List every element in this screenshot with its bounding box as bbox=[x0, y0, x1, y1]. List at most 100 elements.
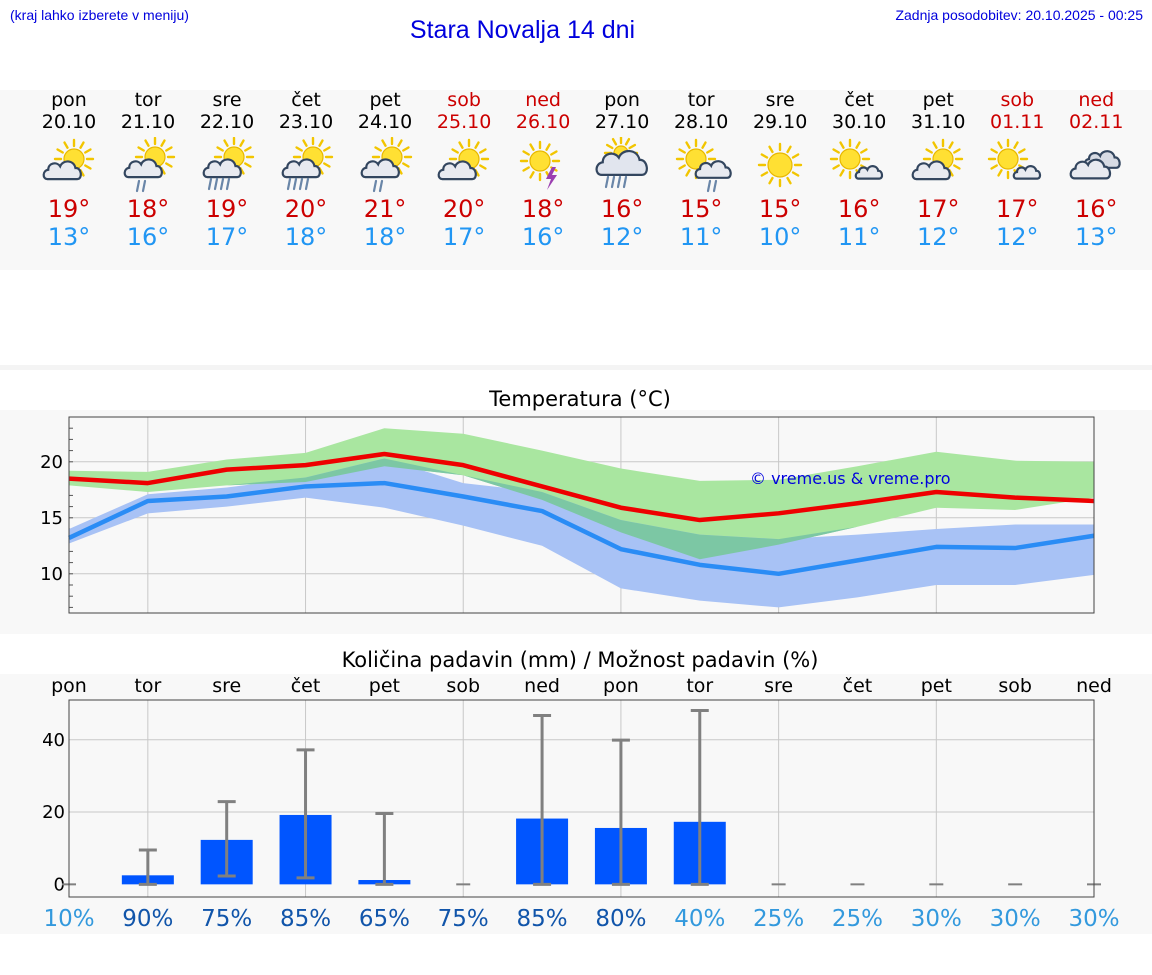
day-label: sob bbox=[446, 675, 480, 697]
day-date: 24.10 bbox=[357, 111, 413, 133]
day-label: sre bbox=[212, 675, 241, 697]
page-title: Stara Novalja 14 dni bbox=[409, 16, 636, 44]
max-temperature: 18° bbox=[126, 195, 170, 223]
precipitation-probability: 30% bbox=[990, 906, 1041, 932]
day-name: sre bbox=[765, 89, 795, 111]
max-temperature: 21° bbox=[363, 195, 407, 223]
day-label: pon bbox=[51, 675, 87, 697]
sun-small-cloud-icon bbox=[829, 138, 884, 180]
forecast-day: pet 24.10 21° 18° bbox=[346, 89, 425, 251]
weather-icon-wrap bbox=[1057, 137, 1136, 195]
day-name: pon bbox=[51, 89, 87, 111]
day-name: pon bbox=[604, 89, 640, 111]
forecast-day: tor 21.10 18° 16° bbox=[109, 89, 188, 251]
precipitation-probability: 25% bbox=[832, 906, 883, 932]
overlap-band bbox=[69, 458, 1094, 560]
min-temperature: 12° bbox=[600, 223, 644, 251]
day-label: čet bbox=[291, 675, 321, 697]
precipitation-probability: 85% bbox=[280, 906, 331, 932]
day-label: ned bbox=[1076, 675, 1112, 697]
sun-small-cloud-icon bbox=[988, 138, 1042, 180]
precipitation-probability: 75% bbox=[201, 906, 252, 932]
min-range-band bbox=[69, 458, 1094, 608]
day-label: sob bbox=[998, 675, 1032, 697]
weather-icon-wrap bbox=[30, 137, 109, 195]
day-date: 26.10 bbox=[515, 111, 571, 133]
day-date: 29.10 bbox=[752, 111, 808, 133]
precipitation-probability: 80% bbox=[595, 906, 646, 932]
daily-forecast-strip bbox=[0, 90, 1152, 270]
max-temperature-line bbox=[68, 451, 1095, 523]
max-temperature: 15° bbox=[679, 195, 723, 223]
min-temperature: 17° bbox=[442, 223, 486, 251]
forecast-day: pet 31.10 17° 12° bbox=[899, 89, 978, 251]
day-name: ned bbox=[1078, 89, 1115, 111]
forecast-day: sre 22.10 19° 17° bbox=[188, 89, 267, 251]
day-date: 27.10 bbox=[594, 111, 650, 133]
y-tick-label: 40 bbox=[42, 730, 65, 751]
weather-icon-wrap bbox=[188, 137, 267, 195]
forecast-day: sob 01.11 17° 12° bbox=[978, 89, 1057, 251]
min-temperature: 16° bbox=[521, 223, 565, 251]
min-temperature: 18° bbox=[363, 223, 407, 251]
location-menu-hint[interactable]: (kraj lahko izberete v meniju) bbox=[10, 7, 189, 23]
day-date: 31.10 bbox=[911, 111, 966, 133]
last-updated: Zadnja posodobitev: 20.10.2025 - 00:25 bbox=[895, 7, 1143, 23]
weather-icon-wrap bbox=[267, 137, 346, 195]
day-label: čet bbox=[843, 675, 873, 697]
max-temperature: 20° bbox=[284, 195, 328, 223]
y-tick-label: 15 bbox=[40, 508, 63, 529]
sun-cloud-heavy-rain-icon bbox=[202, 137, 255, 191]
partly-cloudy-icon bbox=[42, 138, 95, 181]
weather-icon-wrap bbox=[899, 137, 978, 195]
cloud-heavy-rain-icon bbox=[595, 137, 649, 189]
forecast-day: čet 23.10 20° 18° bbox=[267, 89, 346, 251]
day-date: 20.10 bbox=[41, 111, 97, 133]
forecast-day: pon 20.10 19° 13° bbox=[30, 89, 109, 251]
weather-icon-wrap bbox=[504, 137, 583, 195]
y-tick-label: 20 bbox=[42, 802, 65, 823]
min-temperature: 11° bbox=[837, 223, 881, 251]
day-name: sob bbox=[1000, 89, 1035, 111]
forecast-day: sob 25.10 20° 17° bbox=[425, 89, 504, 251]
min-temperature: 18° bbox=[284, 223, 328, 251]
plot-border bbox=[68, 699, 1095, 898]
forecast-day: sre 29.10 15° 10° bbox=[741, 89, 820, 251]
max-temperature: 15° bbox=[758, 195, 802, 223]
precipitation-probability: 10% bbox=[43, 906, 94, 932]
min-temperature-line bbox=[68, 480, 1095, 577]
max-temperature: 19° bbox=[47, 195, 91, 223]
max-temperature: 19° bbox=[205, 195, 249, 223]
day-date: 30.10 bbox=[831, 111, 887, 133]
day-name: čet bbox=[844, 89, 874, 111]
day-date: 22.10 bbox=[199, 111, 255, 133]
max-temperature: 16° bbox=[1074, 195, 1118, 223]
plot-border bbox=[68, 416, 1095, 614]
day-label: pet bbox=[369, 675, 400, 697]
sun-icon bbox=[757, 142, 803, 188]
day-label: pon bbox=[603, 675, 639, 697]
weather-icon-wrap bbox=[583, 137, 662, 195]
day-name: pet bbox=[369, 89, 401, 111]
weather-icon-wrap bbox=[978, 137, 1057, 195]
min-temperature: 17° bbox=[205, 223, 249, 251]
temperature-chart: 10 15 20 © vreme.us & vreme.pro bbox=[40, 416, 1095, 614]
min-temperature: 13° bbox=[47, 223, 91, 251]
day-date: 21.10 bbox=[120, 111, 176, 133]
min-temperature: 13° bbox=[1074, 223, 1118, 251]
day-label: tor bbox=[134, 675, 161, 697]
y-tick-label: 10 bbox=[40, 564, 63, 585]
min-temperature: 12° bbox=[916, 223, 960, 251]
max-temperature: 20° bbox=[442, 195, 486, 223]
weather-icon-wrap bbox=[820, 137, 899, 195]
forecast-day: pon 27.10 16° 12° bbox=[583, 89, 662, 251]
y-tick-label: 20 bbox=[40, 452, 63, 473]
section-divider bbox=[0, 365, 1152, 370]
day-name: pet bbox=[922, 89, 954, 111]
watermark: © vreme.us & vreme.pro bbox=[750, 469, 951, 488]
precipitation-probability: 85% bbox=[517, 906, 568, 932]
day-label: sre bbox=[764, 675, 793, 697]
day-label: ned bbox=[524, 675, 560, 697]
day-date: 02.11 bbox=[1069, 111, 1124, 133]
forecast-day: čet 30.10 16° 11° bbox=[820, 89, 899, 251]
